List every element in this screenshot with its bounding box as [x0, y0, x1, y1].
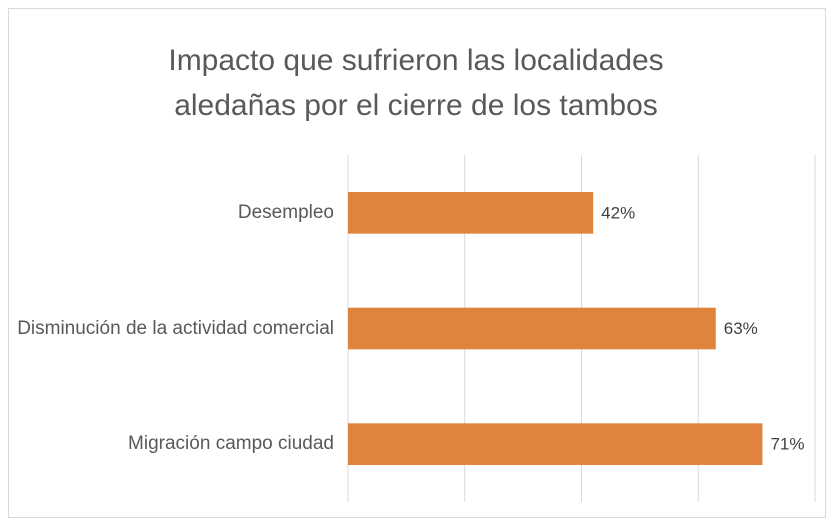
- data-label: 42%: [601, 203, 635, 222]
- data-label: 63%: [724, 319, 758, 338]
- chart-title: Impacto que sufrieron las localidades al…: [168, 44, 664, 122]
- y-tick-label: Migración campo ciudad: [128, 433, 334, 455]
- bar: [348, 192, 594, 234]
- bar: [348, 423, 763, 465]
- data-label: 71%: [770, 435, 804, 454]
- chart-frame: [8, 8, 826, 518]
- y-tick-label: Desempleo: [237, 201, 334, 223]
- y-tick-label: Disminución de la actividad comercial: [17, 317, 334, 339]
- bar: [348, 307, 716, 350]
